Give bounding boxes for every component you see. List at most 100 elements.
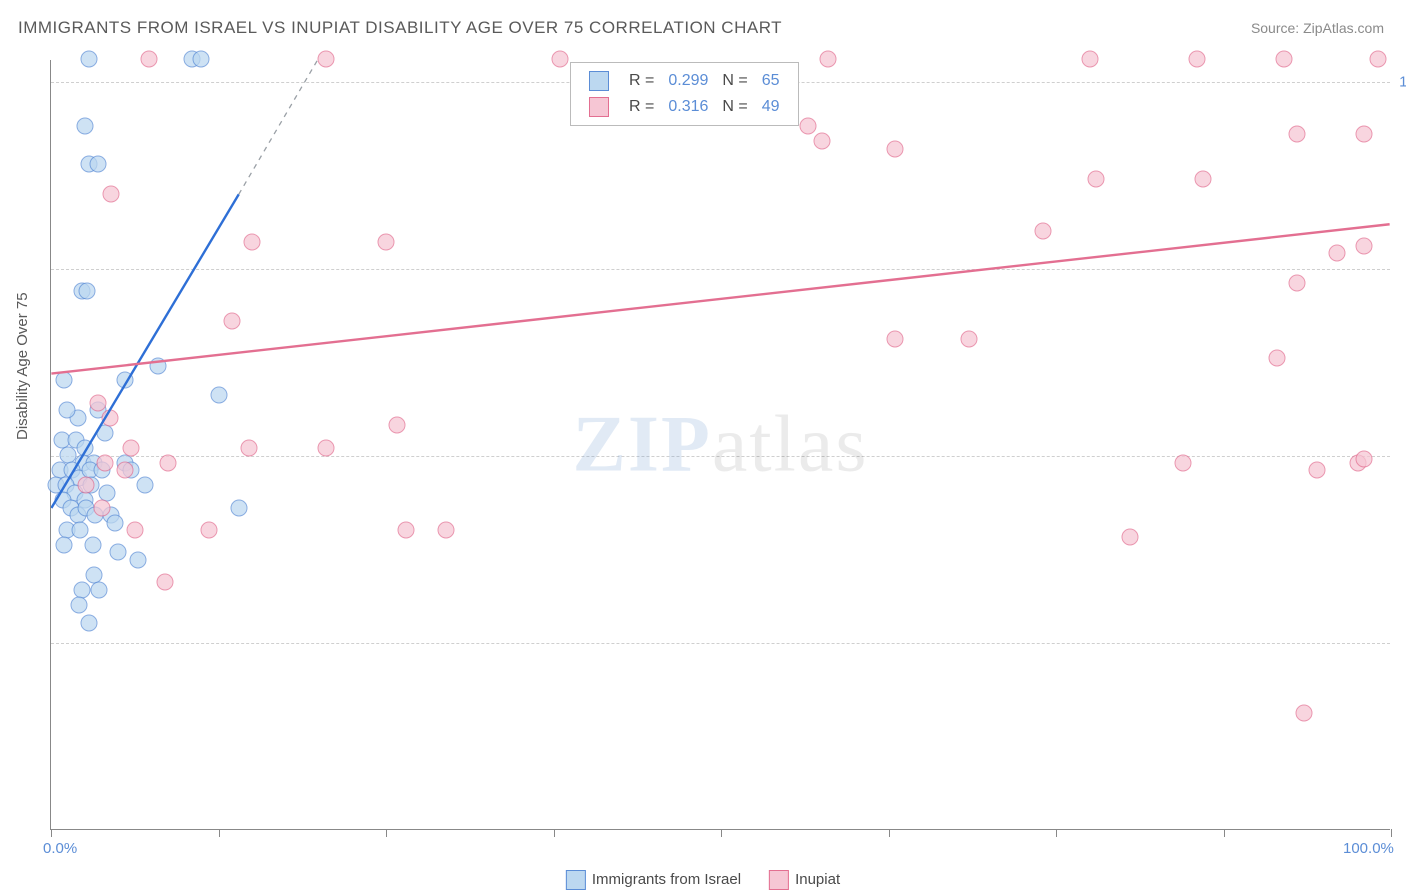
point-inupiat (1175, 454, 1192, 471)
point-israel (136, 477, 153, 494)
point-israel (91, 581, 108, 598)
legend-item-inupiat: Inupiat (769, 870, 840, 890)
point-inupiat (813, 133, 830, 150)
point-israel (56, 372, 73, 389)
x-tick (1056, 829, 1057, 837)
point-israel (84, 536, 101, 553)
point-inupiat (1289, 275, 1306, 292)
x-tick (554, 829, 555, 837)
point-israel (56, 536, 73, 553)
point-inupiat (1329, 245, 1346, 262)
point-inupiat (1121, 529, 1138, 546)
point-israel (107, 514, 124, 531)
point-inupiat (101, 409, 118, 426)
legend-label: Inupiat (795, 871, 840, 888)
source-label: Source: (1251, 20, 1299, 36)
correlation-table: R =0.299N =65R =0.316N =49 (581, 67, 788, 121)
point-inupiat (1188, 51, 1205, 68)
n-value: 65 (756, 69, 786, 93)
point-inupiat (1275, 51, 1292, 68)
point-israel (72, 521, 89, 538)
point-inupiat (438, 521, 455, 538)
point-israel (130, 551, 147, 568)
legend-item-israel: Immigrants from Israel (566, 870, 741, 890)
legend-swatch (566, 870, 586, 890)
source-attrib: Source: ZipAtlas.com (1251, 20, 1384, 36)
point-israel (59, 402, 76, 419)
point-israel (96, 424, 113, 441)
point-inupiat (103, 185, 120, 202)
y-tick-label: 100.0% (1399, 74, 1406, 91)
point-inupiat (244, 234, 261, 251)
point-israel (89, 155, 106, 172)
x-tick (1224, 829, 1225, 837)
point-inupiat (1195, 170, 1212, 187)
point-inupiat (1034, 222, 1051, 239)
r-value: 0.316 (662, 95, 714, 119)
point-inupiat (317, 439, 334, 456)
r-value: 0.299 (662, 69, 714, 93)
point-inupiat (89, 394, 106, 411)
point-inupiat (156, 574, 173, 591)
correlation-row: R =0.299N =65 (583, 69, 786, 93)
x-tick (219, 829, 220, 837)
point-inupiat (1369, 51, 1386, 68)
gridline (51, 269, 1390, 270)
point-inupiat (159, 454, 176, 471)
legend-swatch (769, 870, 789, 890)
point-inupiat (1356, 125, 1373, 142)
legend-label: Immigrants from Israel (592, 871, 741, 888)
point-israel (110, 544, 127, 561)
point-israel (71, 596, 88, 613)
point-inupiat (96, 454, 113, 471)
watermark-zip: ZIP (573, 400, 712, 488)
point-inupiat (201, 521, 218, 538)
point-israel (79, 282, 96, 299)
point-inupiat (1295, 705, 1312, 722)
point-israel (193, 51, 210, 68)
point-inupiat (223, 312, 240, 329)
point-israel (80, 615, 97, 632)
x-tick-label: 0.0% (43, 840, 77, 857)
point-israel (210, 387, 227, 404)
n-value: 49 (756, 95, 786, 119)
point-inupiat (388, 417, 405, 434)
point-israel (116, 372, 133, 389)
correlation-row: R =0.316N =49 (583, 95, 786, 119)
point-inupiat (77, 477, 94, 494)
point-inupiat (123, 439, 140, 456)
point-israel (80, 51, 97, 68)
watermark: ZIPatlas (573, 399, 869, 490)
point-inupiat (887, 140, 904, 157)
point-inupiat (800, 118, 817, 135)
x-tick (51, 829, 52, 837)
regression-extension (239, 60, 480, 194)
correlation-legend-box: R =0.299N =65R =0.316N =49 (570, 62, 799, 126)
point-inupiat (140, 51, 157, 68)
point-israel (150, 357, 167, 374)
point-inupiat (1356, 237, 1373, 254)
watermark-atlas: atlas (712, 400, 869, 488)
x-tick (1391, 829, 1392, 837)
point-inupiat (552, 51, 569, 68)
point-inupiat (887, 331, 904, 348)
point-inupiat (241, 439, 258, 456)
point-inupiat (127, 521, 144, 538)
point-israel (230, 499, 247, 516)
point-inupiat (1289, 125, 1306, 142)
chart-plot-area: ZIPatlas 25.0%50.0%75.0%100.0%0.0%100.0% (50, 60, 1390, 830)
point-inupiat (1356, 450, 1373, 467)
point-inupiat (1081, 51, 1098, 68)
y-axis-title: Disability Age Over 75 (14, 292, 31, 440)
point-inupiat (398, 521, 415, 538)
gridline (51, 643, 1390, 644)
legend-swatch (589, 71, 609, 91)
chart-title: IMMIGRANTS FROM ISRAEL VS INUPIAT DISABI… (18, 18, 782, 38)
point-inupiat (960, 331, 977, 348)
x-tick-label: 100.0% (1343, 840, 1394, 857)
point-inupiat (1309, 462, 1326, 479)
x-tick (386, 829, 387, 837)
legend-swatch (589, 97, 609, 117)
point-inupiat (317, 51, 334, 68)
x-tick (721, 829, 722, 837)
